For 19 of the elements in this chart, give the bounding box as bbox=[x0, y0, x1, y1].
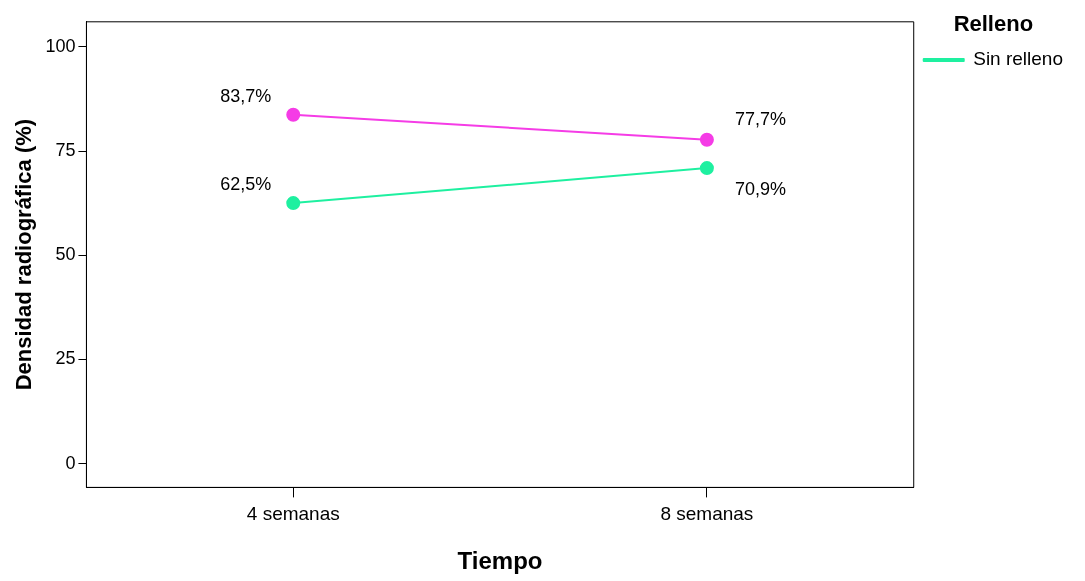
point bbox=[286, 107, 301, 122]
x-axis-title: Tiempo bbox=[457, 547, 543, 575]
legend-label: Sin relleno bbox=[973, 48, 1063, 70]
y-tick-label: 50 bbox=[55, 244, 76, 265]
x-tick-label: 8 semanas bbox=[660, 503, 754, 525]
data-label: 62,5% bbox=[220, 174, 272, 195]
data-label: 77,7% bbox=[734, 108, 786, 129]
point bbox=[699, 161, 714, 176]
x-tick-label: 4 semanas bbox=[246, 503, 340, 525]
point bbox=[286, 196, 301, 211]
y-tick-label: 100 bbox=[45, 35, 76, 56]
y-axis-title: Densidad radiográfica (%) bbox=[11, 118, 37, 391]
point bbox=[699, 132, 714, 147]
y-tick-label: 25 bbox=[55, 348, 76, 369]
y-tick-label: 0 bbox=[65, 452, 76, 473]
data-label: 83,7% bbox=[220, 85, 272, 106]
y-tick-label: 75 bbox=[55, 139, 76, 160]
legend-title: Relleno bbox=[953, 11, 1034, 37]
data-label: 70,9% bbox=[734, 179, 786, 200]
